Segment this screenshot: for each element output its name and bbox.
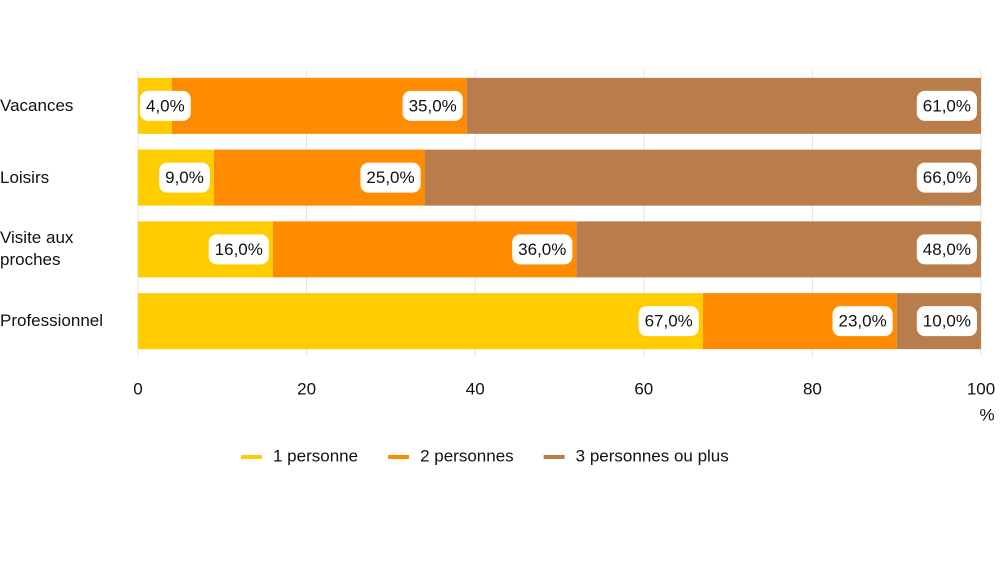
value-label: 4,0% <box>140 90 191 121</box>
x-axis-label: % <box>979 405 994 424</box>
y-tick-label: Loisirs <box>0 167 50 187</box>
value-label: 61,0% <box>916 90 977 121</box>
bar-segment <box>576 221 981 278</box>
value-label-box <box>402 90 463 121</box>
y-tick-label: Professionnel <box>0 311 104 331</box>
x-tick-label: 100 <box>967 379 995 398</box>
value-label: 16,0% <box>208 234 269 265</box>
y-tick-label: Visite aux proches <box>0 228 74 270</box>
value-label: 67,0% <box>638 306 699 337</box>
value-label-text: 35,0% <box>409 96 457 115</box>
x-tick-label: 0 <box>133 379 142 398</box>
bar-segment <box>424 149 981 206</box>
value-label-text: 48,0% <box>923 240 971 259</box>
bar-segment <box>466 77 981 134</box>
value-label-box <box>916 90 977 121</box>
value-label: 66,0% <box>916 162 977 193</box>
value-label-text: 67,0% <box>645 312 693 331</box>
y-tick-label: Vacances <box>0 95 74 115</box>
value-label-text: 25,0% <box>366 168 414 187</box>
bar-segment <box>138 293 703 350</box>
value-label-box <box>140 90 191 121</box>
x-tick-label: 60 <box>634 379 653 398</box>
value-label: 23,0% <box>832 306 893 337</box>
value-label: 36,0% <box>512 234 573 265</box>
value-label-text: 9,0% <box>165 168 204 187</box>
value-label-box <box>360 162 421 193</box>
value-label-box <box>916 234 977 265</box>
value-label-text: 61,0% <box>923 96 971 115</box>
legend-label: 1 personne <box>273 446 358 465</box>
legend-label: 2 personnes <box>420 446 514 465</box>
value-label-box <box>916 162 977 193</box>
value-label-text: 10,0% <box>923 312 971 331</box>
value-label-text: 16,0% <box>215 240 263 259</box>
value-label-box <box>208 234 269 265</box>
value-label-box <box>512 234 573 265</box>
value-label: 35,0% <box>402 90 463 121</box>
value-label-text: 66,0% <box>923 168 971 187</box>
value-label-box <box>832 306 893 337</box>
value-label: 25,0% <box>360 162 421 193</box>
x-tick-label: 80 <box>803 379 822 398</box>
legend-label: 3 personnes ou plus <box>576 446 729 465</box>
value-label-text: 23,0% <box>838 312 886 331</box>
value-label: 10,0% <box>916 306 977 337</box>
x-tick-label: 20 <box>297 379 316 398</box>
value-label: 48,0% <box>916 234 977 265</box>
x-tick-label: 40 <box>466 379 485 398</box>
value-label-box <box>638 306 699 337</box>
value-label: 9,0% <box>159 162 210 193</box>
value-label-text: 4,0% <box>146 96 185 115</box>
value-label-text: 36,0% <box>518 240 566 259</box>
value-label-box <box>159 162 210 193</box>
value-label-box <box>916 306 977 337</box>
